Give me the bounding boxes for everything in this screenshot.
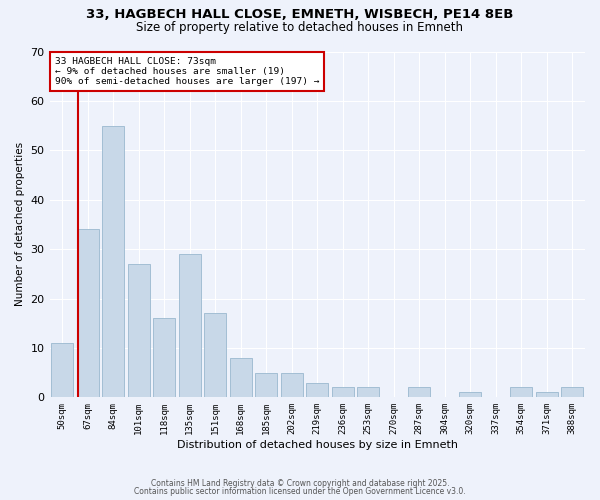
Bar — [358, 388, 379, 398]
Bar — [256, 372, 277, 398]
Bar — [536, 392, 557, 398]
Bar — [103, 126, 124, 398]
Bar — [154, 318, 175, 398]
Bar — [332, 388, 353, 398]
Y-axis label: Number of detached properties: Number of detached properties — [15, 142, 25, 306]
X-axis label: Distribution of detached houses by size in Emneth: Distribution of detached houses by size … — [177, 440, 458, 450]
Bar — [281, 372, 302, 398]
Bar — [205, 314, 226, 398]
Text: 33 HAGBECH HALL CLOSE: 73sqm
← 9% of detached houses are smaller (19)
90% of sem: 33 HAGBECH HALL CLOSE: 73sqm ← 9% of det… — [55, 56, 319, 86]
Bar — [128, 264, 149, 398]
Text: Size of property relative to detached houses in Emneth: Size of property relative to detached ho… — [137, 21, 464, 34]
Bar — [230, 358, 251, 398]
Bar — [409, 388, 430, 398]
Bar — [52, 343, 73, 398]
Bar — [179, 254, 200, 398]
Bar — [562, 388, 583, 398]
Bar — [511, 388, 532, 398]
Text: Contains HM Land Registry data © Crown copyright and database right 2025.: Contains HM Land Registry data © Crown c… — [151, 478, 449, 488]
Text: 33, HAGBECH HALL CLOSE, EMNETH, WISBECH, PE14 8EB: 33, HAGBECH HALL CLOSE, EMNETH, WISBECH,… — [86, 8, 514, 20]
Bar — [307, 382, 328, 398]
Bar — [460, 392, 481, 398]
Text: Contains public sector information licensed under the Open Government Licence v3: Contains public sector information licen… — [134, 487, 466, 496]
Bar — [77, 230, 98, 398]
